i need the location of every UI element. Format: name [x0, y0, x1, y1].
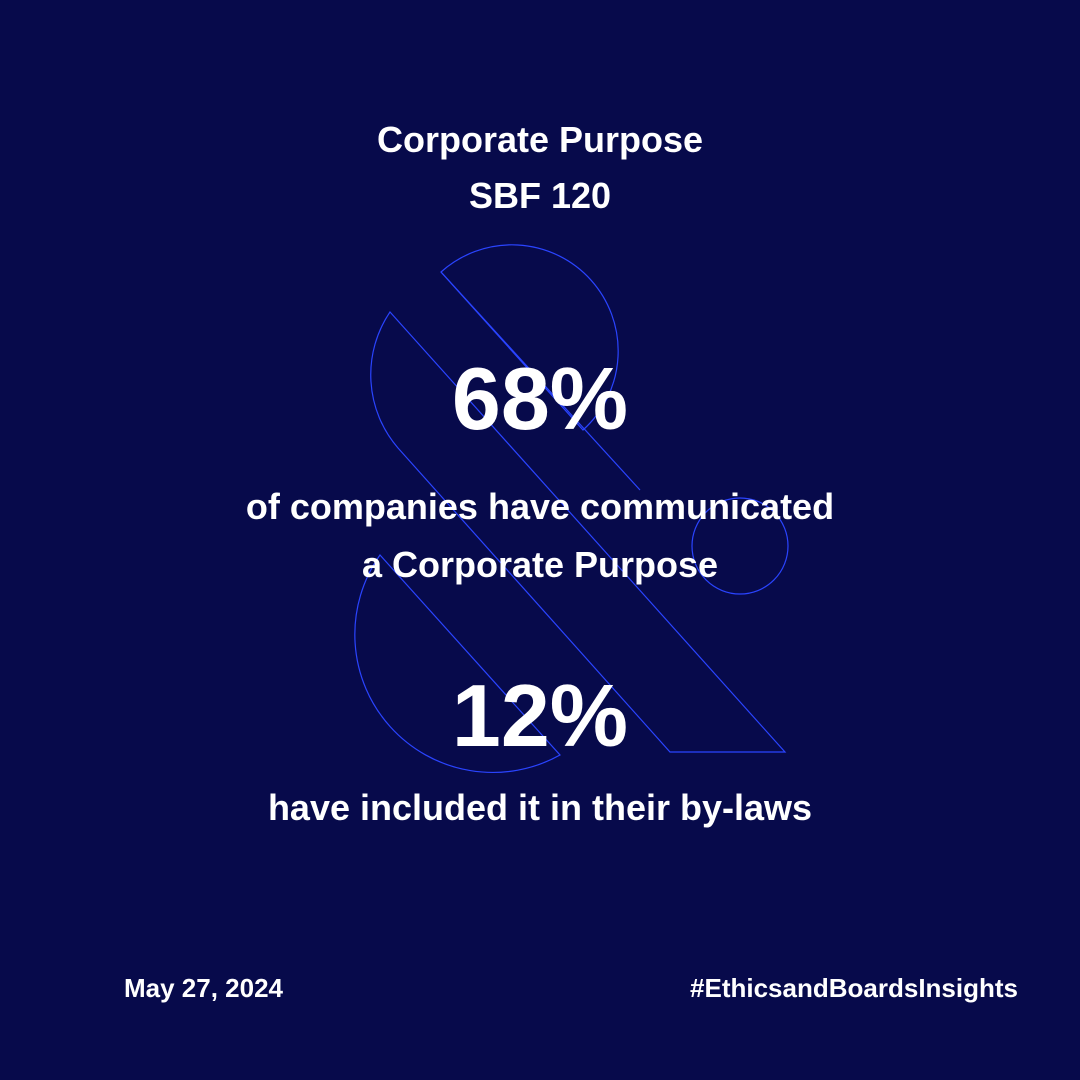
- stat-description-communicated: of companies have communicated a Corpora…: [0, 478, 1080, 594]
- title-line-2: SBF 120: [468, 175, 612, 216]
- stat-description-line: have included it in their by-laws: [267, 787, 813, 828]
- title-line-1: Corporate Purpose: [376, 119, 704, 160]
- footer-hashtag: #EthicsandBoardsInsights: [690, 973, 1018, 1003]
- stat-description-bylaws: have included it in their by-laws: [0, 779, 1080, 837]
- footer-date: May 27, 2024: [124, 973, 284, 1003]
- stat-value-communicated: 68%: [451, 349, 629, 448]
- page-title: Corporate Purpose SBF 120: [0, 112, 1080, 224]
- stat-description-line: of companies have communicated: [245, 486, 835, 527]
- stat-value-bylaws: 12%: [451, 666, 629, 765]
- stat-description-line: a Corporate Purpose: [361, 544, 719, 585]
